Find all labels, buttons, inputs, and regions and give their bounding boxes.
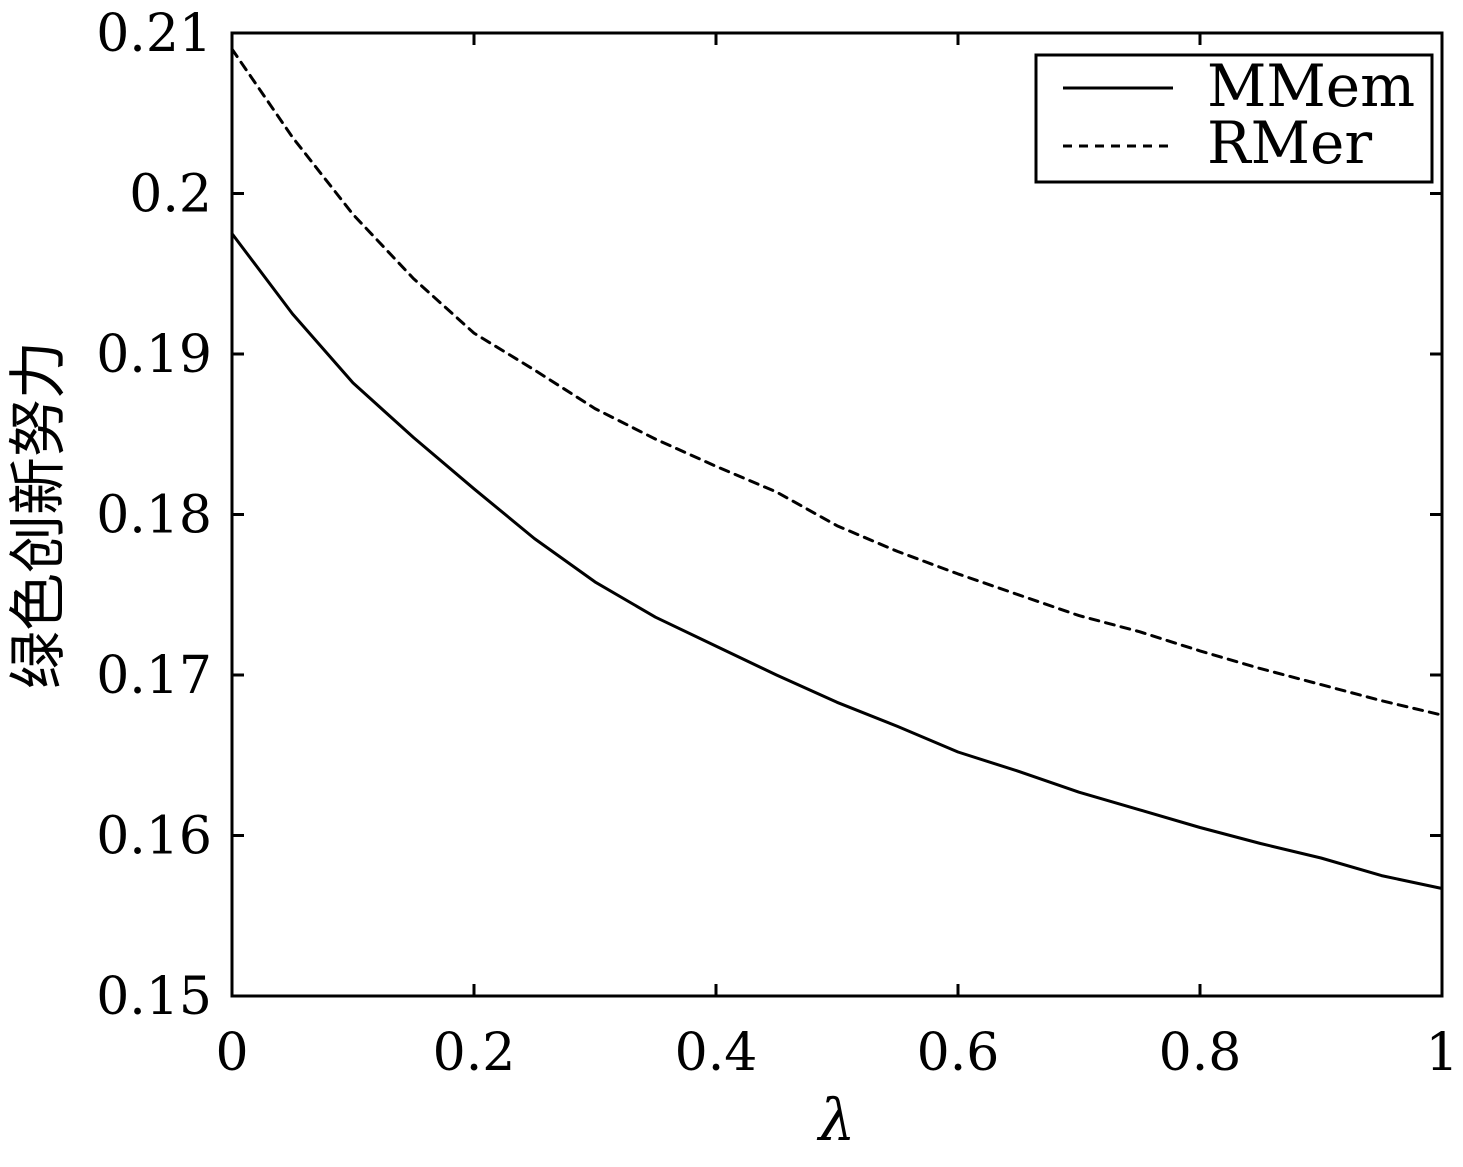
y-tick-label: 0.21 [96,4,212,64]
y-tick-label: 0.18 [96,486,212,546]
series-line-mmem [230,232,1444,890]
x-tick-labels: 0 0.2 0.4 0.6 0.8 1 [215,1023,1458,1083]
legend-box [1034,53,1434,184]
series-lines [230,47,1444,890]
x-tick-label: 0.6 [917,1023,1000,1083]
x-tick-label: 0.2 [433,1023,516,1083]
y-tick-labels: 0.15 0.16 0.17 0.18 0.19 0.2 0.21 [96,4,212,1027]
legend-label-rmer: RMer [1207,109,1372,177]
y-tick-label: 0.15 [96,967,212,1027]
y-tick-label: 0.16 [96,807,212,867]
x-tick-label: 0.4 [675,1023,758,1083]
legend-label-mmem: MMem [1207,52,1415,120]
x-tick-label: 1 [1425,1023,1458,1083]
y-tick-label: 0.17 [96,646,212,706]
y-axis-label: 绿色创新努力 [4,341,72,689]
y-tick-label: 0.19 [96,325,212,385]
y-tick-label: 0.2 [129,165,212,225]
x-tick-label: 0 [215,1023,248,1083]
x-axis-label: λ [817,1086,856,1154]
legend: MMem RMer [1034,52,1434,184]
series-line-rmer [230,47,1444,717]
axis-ticks [230,31,1444,998]
x-tick-label: 0.8 [1159,1023,1242,1083]
